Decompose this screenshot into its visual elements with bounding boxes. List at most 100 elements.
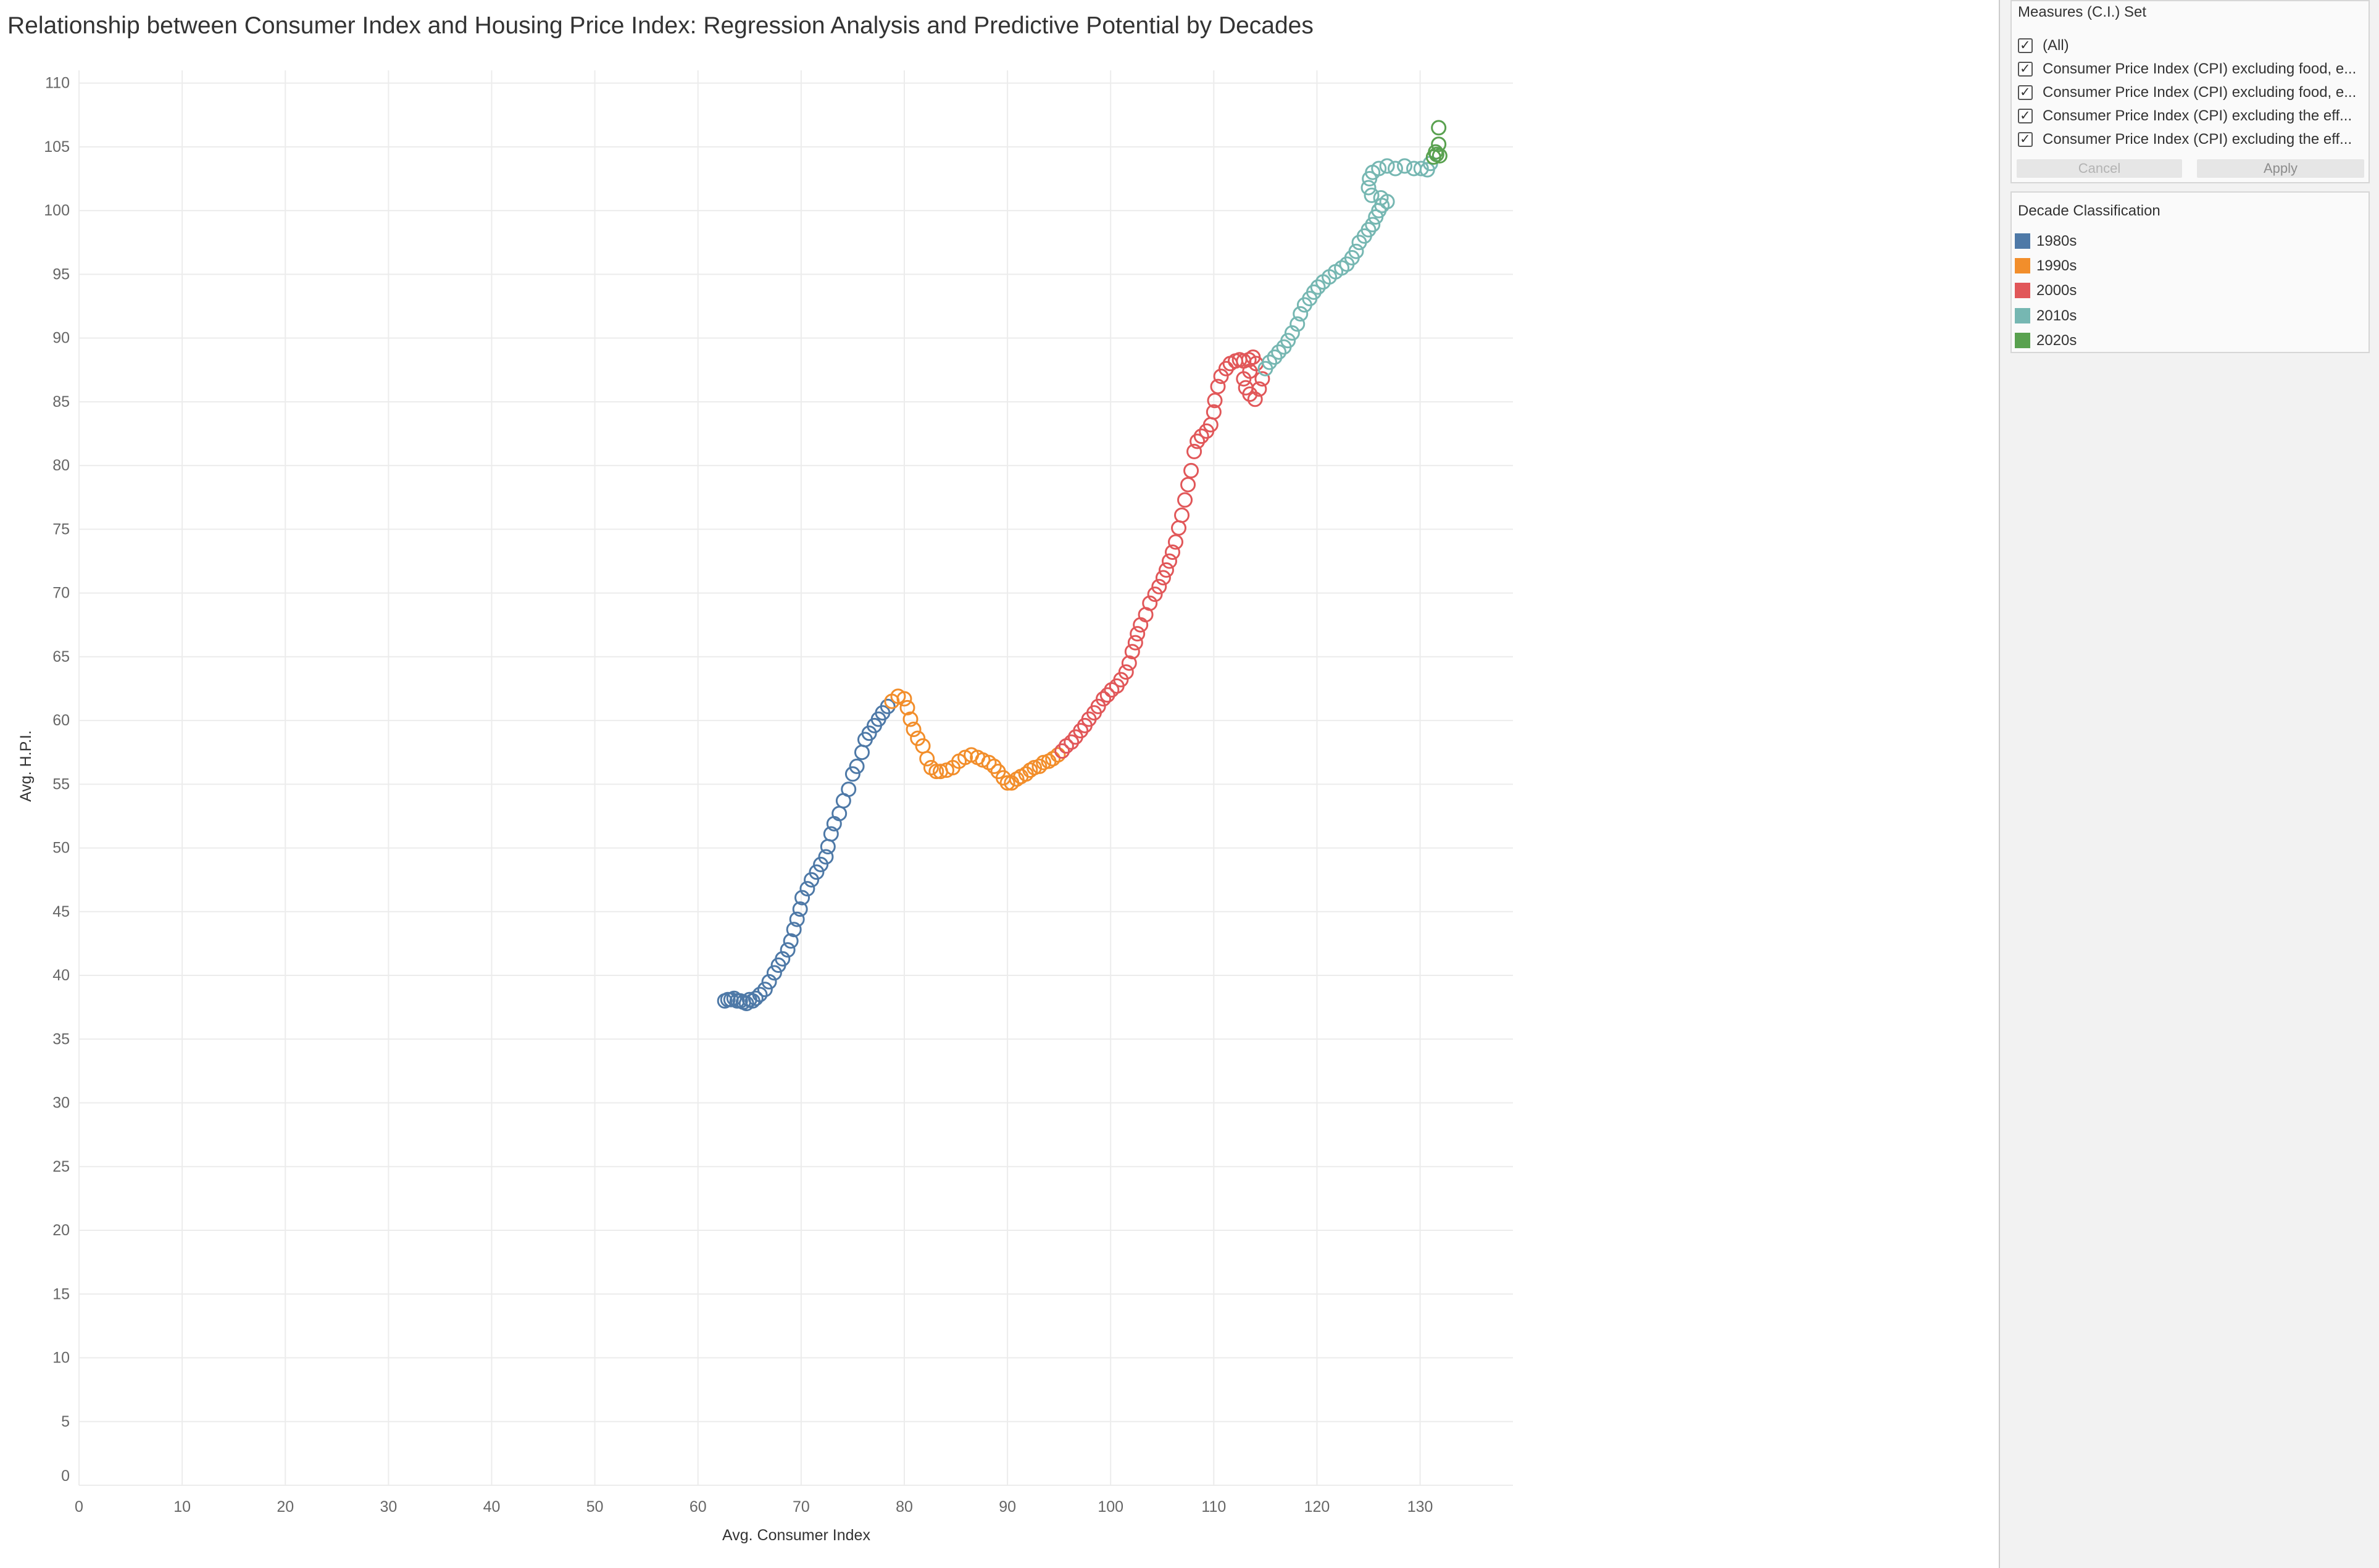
data-point-2000s[interactable] bbox=[1251, 381, 1267, 397]
legend-item-2010s[interactable]: 2010s bbox=[2015, 307, 2360, 325]
data-point-1980s[interactable] bbox=[775, 951, 791, 967]
legend-item-1980s[interactable]: 1980s bbox=[2015, 232, 2360, 251]
filter-option[interactable]: Consumer Price Index (CPI) excluding the… bbox=[2018, 107, 2367, 125]
data-point-2000s[interactable] bbox=[1174, 507, 1190, 523]
data-point-2010s[interactable] bbox=[1262, 354, 1278, 370]
data-point-2010s[interactable] bbox=[1413, 161, 1429, 177]
data-point-2000s[interactable] bbox=[1210, 378, 1226, 394]
data-point-2020s[interactable] bbox=[1428, 144, 1444, 160]
data-point-2010s[interactable] bbox=[1364, 187, 1380, 203]
data-point-1980s[interactable] bbox=[792, 901, 808, 917]
data-point-2000s[interactable] bbox=[1073, 723, 1089, 739]
data-point-2000s[interactable] bbox=[1054, 743, 1070, 759]
data-point-2000s[interactable] bbox=[1090, 698, 1106, 714]
data-point-1980s[interactable] bbox=[813, 856, 829, 872]
data-point-2000s[interactable] bbox=[1206, 404, 1222, 420]
data-point-2000s[interactable] bbox=[1171, 520, 1187, 536]
data-point-2000s[interactable] bbox=[1118, 664, 1134, 680]
data-point-2010s[interactable] bbox=[1310, 279, 1326, 295]
data-point-2010s[interactable] bbox=[1360, 180, 1377, 196]
data-point-2000s[interactable] bbox=[1158, 562, 1174, 578]
data-point-2000s[interactable] bbox=[1254, 371, 1270, 387]
data-point-1990s[interactable] bbox=[919, 751, 935, 767]
data-point-2000s[interactable] bbox=[1130, 626, 1146, 642]
data-point-1980s[interactable] bbox=[844, 766, 860, 782]
data-point-2000s[interactable] bbox=[1236, 371, 1252, 387]
data-point-1990s[interactable] bbox=[896, 691, 912, 707]
data-point-1980s[interactable] bbox=[780, 942, 796, 958]
data-point-2000s[interactable] bbox=[1190, 433, 1206, 449]
data-point-1980s[interactable] bbox=[786, 922, 802, 938]
checkbox[interactable] bbox=[2018, 62, 2033, 77]
data-point-2000s[interactable] bbox=[1247, 391, 1263, 407]
data-point-2010s[interactable] bbox=[1348, 243, 1364, 259]
data-point-1990s[interactable] bbox=[910, 730, 926, 746]
data-point-2010s[interactable] bbox=[1397, 158, 1413, 174]
data-point-1980s[interactable] bbox=[854, 744, 870, 761]
data-point-1980s[interactable] bbox=[841, 782, 857, 798]
data-point-1980s[interactable] bbox=[809, 864, 825, 880]
data-point-1980s[interactable] bbox=[799, 881, 815, 897]
data-point-2000s[interactable] bbox=[1142, 595, 1158, 611]
data-point-2000s[interactable] bbox=[1193, 428, 1209, 444]
data-point-2010s[interactable] bbox=[1284, 325, 1300, 341]
data-point-2020s[interactable] bbox=[1431, 120, 1447, 136]
data-point-2000s[interactable] bbox=[1177, 492, 1193, 508]
apply-button[interactable]: Apply bbox=[2197, 159, 2364, 178]
data-point-1980s[interactable] bbox=[752, 986, 768, 1003]
cancel-button[interactable]: Cancel bbox=[2017, 159, 2182, 178]
filter-option[interactable]: Consumer Price Index (CPI) excluding the… bbox=[2018, 130, 2367, 149]
data-point-2000s[interactable] bbox=[1096, 691, 1112, 707]
data-point-1980s[interactable] bbox=[757, 982, 773, 998]
checkbox[interactable] bbox=[2018, 109, 2033, 123]
data-point-2000s[interactable] bbox=[1127, 635, 1143, 651]
data-point-1980s[interactable] bbox=[823, 826, 839, 842]
data-point-2010s[interactable] bbox=[1293, 306, 1309, 322]
data-point-2000s[interactable] bbox=[1213, 369, 1229, 385]
data-point-1980s[interactable] bbox=[761, 974, 777, 990]
data-point-2010s[interactable] bbox=[1306, 284, 1322, 300]
data-point-1980s[interactable] bbox=[849, 758, 865, 774]
data-point-2010s[interactable] bbox=[1267, 349, 1283, 365]
data-point-2020s[interactable] bbox=[1431, 148, 1448, 164]
data-point-1990s[interactable] bbox=[902, 711, 919, 727]
data-point-1980s[interactable] bbox=[783, 933, 799, 949]
filter-option-all[interactable]: (All) bbox=[2018, 36, 2367, 55]
filter-option[interactable]: Consumer Price Index (CPI) excluding foo… bbox=[2018, 60, 2367, 78]
data-point-2000s[interactable] bbox=[1161, 553, 1177, 569]
data-point-1980s[interactable] bbox=[861, 725, 877, 741]
legend-item-2020s[interactable]: 2020s bbox=[2015, 332, 2360, 350]
data-point-1990s[interactable] bbox=[999, 775, 1015, 791]
data-point-2010s[interactable] bbox=[1280, 333, 1296, 349]
data-point-1990s[interactable] bbox=[928, 764, 944, 780]
checkbox[interactable] bbox=[2018, 132, 2033, 147]
data-point-1980s[interactable] bbox=[818, 849, 834, 865]
data-point-2000s[interactable] bbox=[1242, 386, 1258, 402]
data-point-2000s[interactable] bbox=[1155, 570, 1171, 586]
data-point-2010s[interactable] bbox=[1271, 344, 1287, 360]
data-point-2010s[interactable] bbox=[1371, 161, 1387, 177]
checkbox[interactable] bbox=[2018, 85, 2033, 100]
data-point-1990s[interactable] bbox=[1050, 747, 1066, 763]
data-point-2000s[interactable] bbox=[1151, 578, 1167, 594]
data-point-2010s[interactable] bbox=[1387, 161, 1403, 177]
data-point-2010s[interactable] bbox=[1379, 158, 1395, 174]
data-point-2000s[interactable] bbox=[1183, 462, 1199, 478]
data-point-2000s[interactable] bbox=[1207, 393, 1223, 409]
legend-item-1990s[interactable]: 1990s bbox=[2015, 257, 2360, 275]
data-point-2010s[interactable] bbox=[1365, 217, 1381, 233]
data-point-2020s[interactable] bbox=[1431, 136, 1447, 152]
data-point-2000s[interactable] bbox=[1124, 644, 1140, 660]
data-point-2000s[interactable] bbox=[1186, 443, 1202, 459]
data-point-2010s[interactable] bbox=[1289, 316, 1306, 332]
data-point-2010s[interactable] bbox=[1360, 222, 1377, 238]
data-point-2000s[interactable] bbox=[1218, 361, 1234, 377]
filter-option[interactable]: Consumer Price Index (CPI) excluding foo… bbox=[2018, 83, 2367, 102]
data-point-2000s[interactable] bbox=[1099, 687, 1115, 703]
data-point-1980s[interactable] bbox=[789, 911, 805, 927]
data-point-2000s[interactable] bbox=[1113, 672, 1129, 688]
checkbox[interactable] bbox=[2018, 38, 2033, 53]
data-point-1980s[interactable] bbox=[794, 890, 810, 906]
data-point-1980s[interactable] bbox=[804, 872, 820, 888]
data-point-1990s[interactable] bbox=[986, 758, 1002, 774]
